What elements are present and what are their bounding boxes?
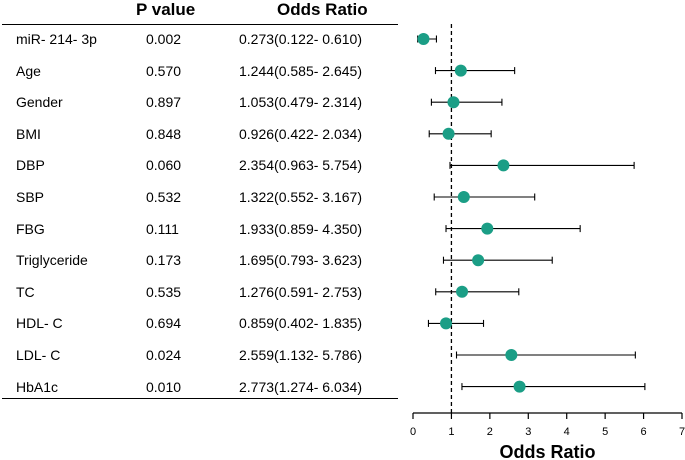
row-variable: Gender [16, 94, 63, 111]
table-row: FBG 0.111 1.933(0.859- 4.350) [0, 218, 400, 242]
row-p-value: 0.060 [146, 157, 182, 174]
table-row: HbA1c 0.010 2.773(1.274- 6.034) [0, 376, 400, 400]
odds-ratio-point [472, 254, 485, 267]
row-variable: LDL- C [16, 347, 61, 363]
row-odds-ratio: 2.354(0.963- 5.754) [239, 157, 362, 174]
row-variable: FBG [16, 220, 45, 237]
odds-ratio-point [457, 191, 470, 203]
row-odds-ratio: 0.859(0.402- 1.835) [239, 315, 362, 332]
row-odds-ratio: 1.695(0.793- 3.623) [239, 252, 362, 269]
x-tick-label: 0 [410, 426, 416, 438]
odds-ratio-point [513, 380, 526, 393]
row-p-value: 0.694 [146, 315, 182, 332]
row-odds-ratio: 1.276(0.591- 2.753) [239, 283, 362, 300]
row-odds-ratio: 2.559(1.132- 5.786) [239, 347, 362, 363]
row-odds-ratio: 2.773(1.274- 6.034) [239, 378, 362, 395]
x-tick-label: 7 [679, 426, 685, 438]
table-row: Gender 0.897 1.053(0.479- 2.314) [0, 91, 400, 115]
row-odds-ratio: 1.244(0.585- 2.645) [239, 62, 362, 79]
x-tick-label: 1 [448, 426, 454, 438]
row-odds-ratio: 0.273(0.122- 0.610) [239, 31, 362, 47]
odds-ratio-point [456, 285, 469, 298]
table-bottom-rule [2, 398, 398, 399]
table-row: Triglyceride 0.173 1.695(0.793- 3.623) [0, 249, 400, 273]
odds-ratio-point [447, 96, 460, 109]
row-variable: HbA1c [16, 378, 59, 395]
row-p-value: 0.848 [146, 125, 182, 142]
table-row: DBP 0.060 2.354(0.963- 5.754) [0, 154, 400, 178]
results-table: P value Odds Ratio miR- 214- 3p 0.002 0.27… [0, 0, 400, 400]
row-p-value: 0.010 [146, 378, 182, 395]
row-variable: HDL- C [16, 315, 63, 332]
row-odds-ratio: 1.322(0.552- 3.167) [239, 189, 362, 205]
odds-ratio-point [481, 222, 494, 235]
x-tick-label: 6 [641, 426, 647, 438]
row-odds-ratio: 1.933(0.859- 4.350) [239, 220, 362, 237]
table-row: Age 0.570 1.244(0.585- 2.645) [0, 60, 400, 84]
row-variable: TC [16, 283, 35, 300]
x-tick-label: 2 [487, 426, 493, 438]
odds-ratio-header: Odds Ratio [277, 0, 368, 19]
row-variable: SBP [16, 189, 45, 205]
table-row: TC 0.535 1.276(0.591- 2.753) [0, 281, 400, 305]
odds-ratio-point [505, 349, 518, 361]
row-p-value: 0.173 [146, 252, 182, 269]
odds-ratio-point [417, 33, 430, 45]
x-tick-label: 3 [525, 426, 531, 438]
row-p-value: 0.897 [146, 94, 182, 111]
row-odds-ratio: 0.926(0.422- 2.034) [239, 125, 362, 142]
table-row: miR- 214- 3p 0.002 0.273(0.122- 0.610) [0, 28, 400, 52]
odds-ratio-point [454, 64, 467, 77]
x-axis-label: Odds Ratio [499, 442, 595, 460]
table-row: BMI 0.848 0.926(0.422- 2.034) [0, 123, 400, 147]
row-p-value: 0.535 [146, 283, 182, 300]
table-row: SBP 0.532 1.322(0.552- 3.167) [0, 186, 400, 210]
odds-ratio-point [497, 159, 510, 172]
odds-ratio-point [442, 127, 455, 140]
table-top-rule [2, 24, 398, 25]
row-variable: Triglyceride [16, 252, 88, 269]
row-variable: miR- 214- 3p [16, 31, 97, 47]
table-row: HDL- C 0.694 0.859(0.402- 1.835) [0, 312, 400, 336]
row-variable: DBP [16, 157, 45, 174]
row-odds-ratio: 1.053(0.479- 2.314) [239, 94, 362, 111]
row-p-value: 0.002 [146, 31, 182, 47]
row-variable: BMI [16, 125, 41, 142]
table-row: LDL- C 0.024 2.559(1.132- 5.786) [0, 344, 400, 368]
x-tick-label: 5 [602, 426, 608, 438]
row-p-value: 0.111 [146, 220, 179, 237]
p-value-header: P value [136, 0, 196, 19]
x-tick-label: 4 [564, 426, 570, 438]
row-p-value: 0.532 [146, 189, 182, 205]
row-p-value: 0.024 [146, 347, 182, 363]
odds-ratio-point [440, 317, 453, 330]
row-variable: Age [16, 62, 41, 79]
row-p-value: 0.570 [146, 62, 182, 79]
